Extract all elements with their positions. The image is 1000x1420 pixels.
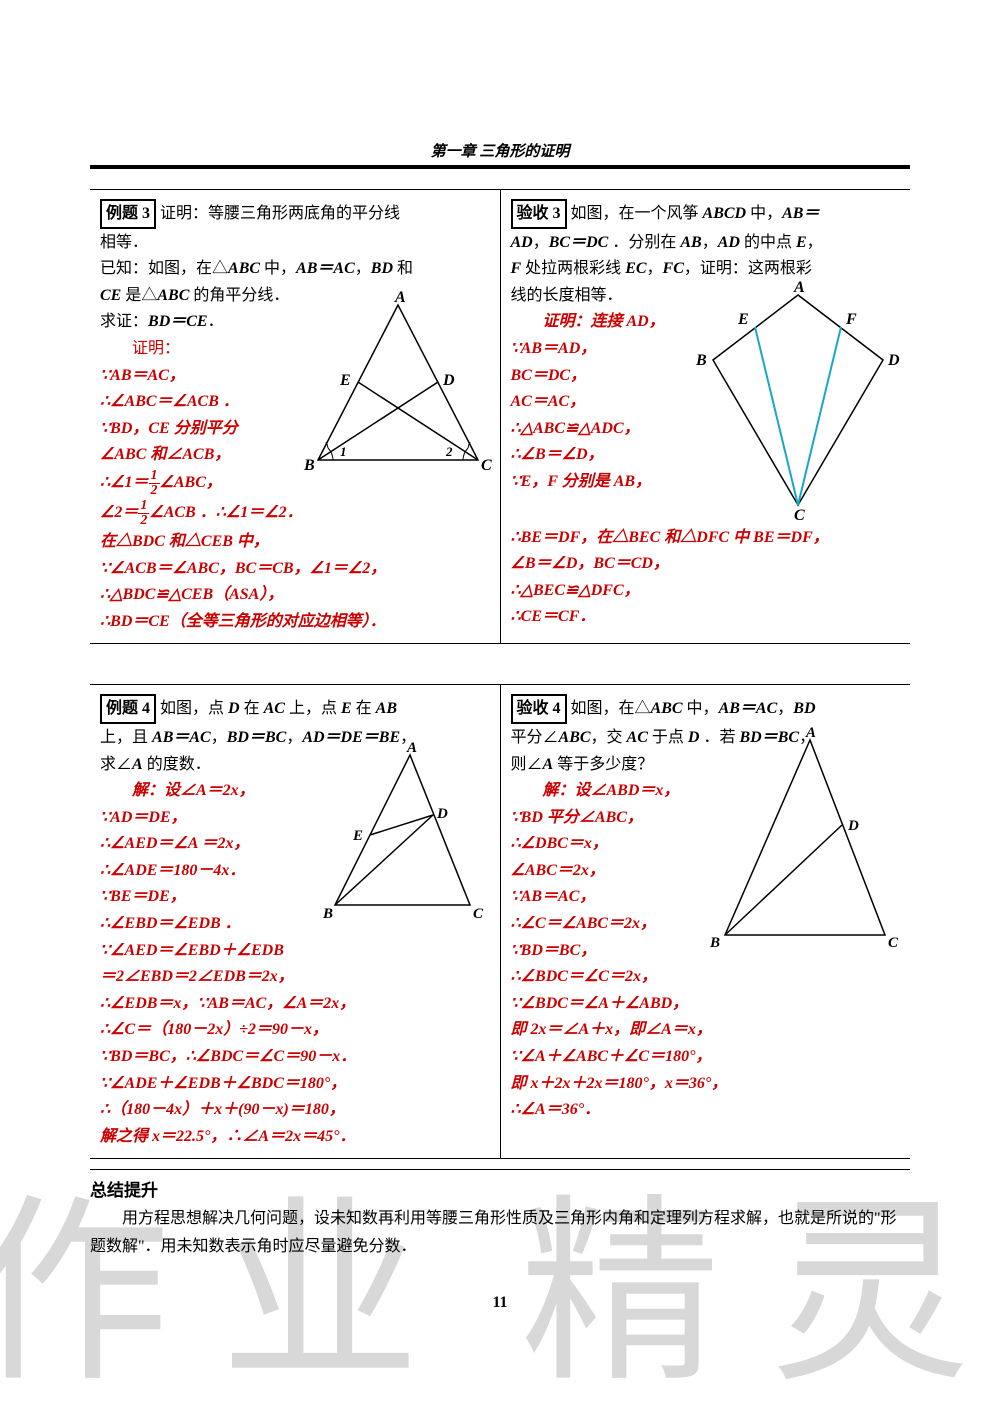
problem-row-3: 例题 3证明：等腰三角形两底角的平分线 相等． 已知：如图，在△ABC 中，AB… <box>90 189 910 644</box>
ex4-s10: ∴∠C＝（180－2x）÷2＝90－x， <box>100 1017 490 1043</box>
ck4-s8: ∴∠BDC＝∠C＝2x， <box>511 964 901 990</box>
figure-ck4: A B C D <box>700 725 900 955</box>
ck4-intro1: 验收 4如图，在△ABC 中，AB＝AC，BD <box>511 694 901 724</box>
check-4-label: 验收 4 <box>511 694 567 724</box>
svg-text:A: A <box>394 290 406 306</box>
svg-text:B: B <box>322 906 333 920</box>
ex3-s10: ∴△BDC≌△CEB（ASA）， <box>100 582 490 608</box>
ex4-s9: ∴∠EDB＝x，∵AB＝AC，∠A＝2x， <box>100 991 490 1017</box>
figure-ck3: A B D C E F <box>688 280 908 520</box>
svg-text:E: E <box>352 828 363 844</box>
ck4-s9: ∵∠BDC＝∠A＋∠ABD， <box>511 991 901 1017</box>
ck3-s8: ∴BE＝DF，在△BEC 和△DFC 中 BE＝DF， <box>511 525 901 551</box>
svg-text:D: D <box>436 806 448 822</box>
figure-ex3: A B C E D 1 2 <box>298 290 498 480</box>
check-4: 验收 4如图，在△ABC 中，AB＝AC，BD 平分∠ABC，交 AC 于点 D… <box>501 685 911 1158</box>
svg-text:E: E <box>737 311 749 328</box>
ex3-intro2: 相等． <box>100 230 490 256</box>
svg-text:D: D <box>887 352 900 369</box>
problem-row-4: 例题 4如图，点 D 在 AC 上，点 E 在 AB 上，且 AB＝AC，BD＝… <box>90 684 910 1159</box>
svg-text:D: D <box>442 372 455 389</box>
ex4-s11: ∵BD＝BC，∴∠BDC＝∠C＝90－x． <box>100 1044 490 1070</box>
ex3-intro3: 已知：如图，在△ABC 中，AB＝AC，BD 和 <box>100 256 490 282</box>
ck3-s9: ∠B＝∠D，BC＝CD， <box>511 551 901 577</box>
check-3-label: 验收 3 <box>511 199 567 229</box>
svg-text:B: B <box>303 457 315 474</box>
ex4-s14: 解之得 x＝22.5°，∴∠A＝2x＝45°． <box>100 1124 490 1150</box>
svg-text:A: A <box>793 280 805 296</box>
svg-text:C: C <box>888 935 899 951</box>
svg-text:B: B <box>695 352 707 369</box>
svg-text:A: A <box>406 740 417 756</box>
svg-text:D: D <box>847 818 859 834</box>
ex4-s7: ∵∠AED＝∠EBD＋∠EDB <box>100 938 490 964</box>
summary-title: 总结提升 <box>90 1169 910 1201</box>
svg-text:2: 2 <box>445 444 453 459</box>
example-4: 例题 4如图，点 D 在 AC 上，点 E 在 AB 上，且 AB＝AC，BD＝… <box>90 685 501 1158</box>
ex4-s12: ∵∠ADE＋∠EDB＋∠BDC＝180°， <box>100 1071 490 1097</box>
ex3-intro1: 证明：等腰三角形两底角的平分线 <box>160 205 400 222</box>
example-4-label: 例题 4 <box>100 694 156 724</box>
ck4-s13: ∴∠A＝36°． <box>511 1097 901 1123</box>
ck3-intro3: F 处拉两根彩线 EC，FC，证明：这两根彩 <box>511 256 901 282</box>
ex4-intro1: 例题 4如图，点 D 在 AC 上，点 E 在 AB <box>100 694 490 724</box>
ck3-intro1: 验收 3如图，在一个风筝 ABCD 中，AB＝ <box>511 199 901 229</box>
summary-text: 用方程思想解决几何问题，设未知数再利用等腰三角形性质及三角形内角和定理列方程求解… <box>90 1201 910 1263</box>
example-3-label: 例题 3 <box>100 199 156 229</box>
ex3-s7: ∠2＝12∠ACB ．∴∠1＝∠2． <box>100 499 490 528</box>
svg-text:C: C <box>473 906 484 920</box>
ck3-s11: ∴CE＝CF． <box>511 604 901 630</box>
svg-text:C: C <box>794 507 805 520</box>
figure-ex4: A B C D E <box>315 740 485 920</box>
svg-text:A: A <box>805 725 816 741</box>
chapter-header: 第一章 三角形的证明 <box>90 140 910 169</box>
svg-text:1: 1 <box>340 444 347 459</box>
ck4-s10: 即 2x＝∠A＋x，即∠A＝x， <box>511 1017 901 1043</box>
ex3-s11: ∴BD＝CE（全等三角形的对应边相等）． <box>100 609 490 635</box>
ex4-s13: ∴（180－4x）＋x＋(90－x)＝180， <box>100 1097 490 1123</box>
check-3: 验收 3如图，在一个风筝 ABCD 中，AB＝ AD，BC＝DC ．分别在 AB… <box>501 190 911 643</box>
ck3-intro2: AD，BC＝DC ．分别在 AB，AD 的中点 E， <box>511 230 901 256</box>
ex3-s8: 在△BDC 和△CEB 中， <box>100 529 490 555</box>
ex4-s8: ＝2∠EBD＝2∠EDB＝2x， <box>100 964 490 990</box>
svg-text:F: F <box>845 311 857 328</box>
svg-text:E: E <box>339 372 351 389</box>
ck4-s11: ∵∠A＋∠ABC＋∠C＝180°， <box>511 1044 901 1070</box>
ex3-s9: ∵∠ACB＝∠ABC，BC＝CB，∠1＝∠2， <box>100 556 490 582</box>
page-number: 11 <box>90 1294 910 1312</box>
ck3-s10: ∴△BEC≌△DFC， <box>511 578 901 604</box>
svg-text:C: C <box>481 457 492 474</box>
example-3: 例题 3证明：等腰三角形两底角的平分线 相等． 已知：如图，在△ABC 中，AB… <box>90 190 501 643</box>
ck4-s12: 即 x＋2x＋2x＝180°，x＝36°， <box>511 1071 901 1097</box>
svg-text:B: B <box>709 935 720 951</box>
